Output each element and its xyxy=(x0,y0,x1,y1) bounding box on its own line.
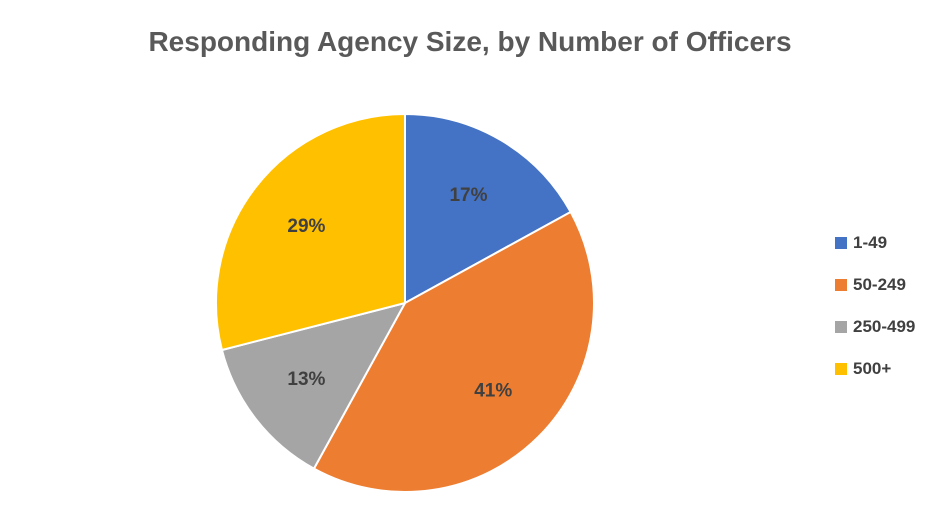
legend-item-250-499: 250-499 xyxy=(835,316,915,337)
data-label-500+: 29% xyxy=(287,216,325,237)
legend-item-1-49: 1-49 xyxy=(835,232,915,253)
legend-label: 50-249 xyxy=(853,274,906,294)
pie-slice-250-499 xyxy=(220,301,407,470)
legend-swatch xyxy=(835,236,847,249)
legend-label: 250-499 xyxy=(853,316,916,336)
legend-swatch xyxy=(835,320,847,333)
legend: 1-49 50-249 250-499 500+ xyxy=(835,232,915,400)
legend-label: 1-49 xyxy=(853,232,888,252)
pie-slice-1-49 xyxy=(404,112,572,305)
data-label-50-249: 41% xyxy=(474,381,512,402)
legend-swatch xyxy=(835,362,847,375)
legend-item-50-249: 50-249 xyxy=(835,274,915,295)
legend-item-500+: 500+ xyxy=(835,358,915,379)
data-label-250-499: 13% xyxy=(287,369,325,390)
data-label-1-49: 17% xyxy=(449,185,487,206)
chart-title: Responding Agency Size, by Number of Off… xyxy=(148,26,792,57)
pie-slice-50-249 xyxy=(312,210,595,493)
legend-swatch xyxy=(835,278,847,291)
legend-label: 500+ xyxy=(853,358,892,378)
pie-slice-500+ xyxy=(215,112,406,352)
